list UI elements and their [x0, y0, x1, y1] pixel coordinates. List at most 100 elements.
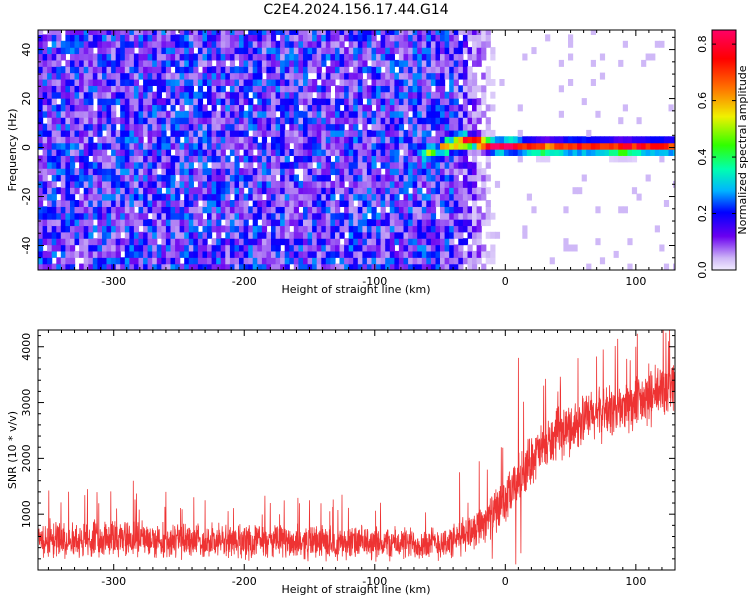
- heatmap-cell: [143, 53, 149, 61]
- heatmap-cell: [330, 53, 336, 61]
- heatmap-cell: [184, 72, 190, 80]
- heatmap-cell: [129, 161, 135, 169]
- heatmap-cell: [536, 149, 542, 156]
- heatmap-cell: [280, 136, 286, 144]
- heatmap-cell: [252, 263, 258, 270]
- heatmap-cell: [74, 85, 80, 93]
- heatmap-cell: [216, 200, 222, 207]
- heatmap-cell: [321, 231, 327, 239]
- heatmap-cell: [408, 219, 414, 227]
- heatmap-cell: [161, 257, 167, 265]
- heatmap-cell: [293, 219, 299, 227]
- heatmap-cell: [124, 85, 130, 93]
- heatmap-cell: [211, 263, 217, 270]
- heatmap-cell: [376, 225, 382, 233]
- heatmap-cell: [38, 231, 44, 239]
- heatmap-cell: [284, 244, 290, 252]
- heatmap-cell: [92, 168, 98, 176]
- heatmap-cell: [280, 129, 286, 137]
- heatmap-cell: [239, 219, 245, 227]
- heatmap-cell: [266, 117, 272, 125]
- heatmap-cell: [362, 47, 368, 55]
- heatmap-cell: [51, 212, 57, 220]
- heatmap-cell: [152, 66, 158, 74]
- heatmap-cell: [622, 40, 628, 48]
- heatmap-cell: [476, 59, 482, 67]
- heatmap-cell: [79, 155, 85, 163]
- heatmap-cell: [440, 72, 446, 80]
- heatmap-cell: [97, 244, 103, 252]
- heatmap-cell: [152, 47, 158, 55]
- heatmap-cell: [449, 219, 455, 227]
- heatmap-cell: [517, 155, 523, 163]
- heatmap-cell: [97, 30, 103, 35]
- heatmap-cell: [102, 117, 108, 125]
- heatmap-cell: [133, 238, 140, 246]
- colorbar-ticks: 0.00.20.40.60.8: [696, 35, 736, 279]
- heatmap-cell: [225, 250, 231, 258]
- heatmap-cell: [257, 187, 263, 195]
- heatmap-cell: [303, 117, 309, 125]
- heatmap-cell: [38, 91, 44, 99]
- heatmap-cell: [371, 53, 377, 61]
- heatmap-cell: [193, 193, 199, 201]
- heatmap-cell: [312, 59, 318, 67]
- heatmap-cell: [179, 117, 185, 125]
- heatmap-cell: [257, 161, 263, 169]
- heatmap-cell: [211, 34, 217, 42]
- heatmap-cell: [289, 193, 295, 201]
- heatmap-cell: [316, 187, 322, 195]
- heatmap-cell: [385, 129, 391, 137]
- heatmap-cell: [568, 142, 574, 150]
- heatmap-cell: [138, 40, 144, 48]
- heatmap-cell: [261, 117, 268, 125]
- heatmap-cell: [357, 257, 363, 265]
- heatmap-cell: [147, 174, 153, 182]
- heatmap-cell: [202, 161, 208, 169]
- heatmap-cell: [280, 40, 286, 48]
- heatmap-cell: [97, 53, 103, 61]
- heatmap-cell: [207, 200, 213, 207]
- heatmap-cell: [385, 85, 391, 93]
- heatmap-cell: [97, 155, 103, 163]
- heatmap-cell: [165, 231, 172, 239]
- heatmap-cell: [83, 206, 89, 214]
- heatmap-cell: [293, 104, 299, 112]
- heatmap-cell: [92, 72, 98, 80]
- heatmap-cell: [216, 155, 222, 163]
- heatmap-cell: [170, 250, 176, 258]
- heatmap-cell: [462, 187, 469, 195]
- heatmap-cell: [389, 206, 395, 214]
- heatmap-cell: [115, 53, 121, 61]
- heatmap-cell: [197, 174, 204, 182]
- heatmap-cell: [403, 47, 409, 55]
- heatmap-cell: [435, 193, 441, 201]
- heatmap-cell: [330, 59, 336, 67]
- heatmap-cell: [152, 225, 158, 233]
- heatmap-cell: [129, 85, 135, 93]
- heatmap-cell: [362, 123, 368, 131]
- heatmap-cell: [239, 257, 245, 265]
- heatmap-cell: [417, 238, 423, 246]
- heatmap-cell: [243, 79, 249, 86]
- heatmap-cell: [344, 66, 350, 74]
- heatmap-cell: [604, 142, 610, 150]
- heatmap-cell: [207, 123, 213, 131]
- heatmap-cell: [426, 142, 432, 150]
- heatmap-cell: [229, 187, 236, 195]
- heatmap-cell: [435, 219, 441, 227]
- heatmap-cell: [481, 263, 487, 270]
- heatmap-cell: [156, 212, 162, 220]
- heatmap-cell: [312, 155, 318, 163]
- heatmap-cell: [65, 225, 71, 233]
- heatmap-cell: [120, 200, 126, 207]
- heatmap-cell: [485, 40, 491, 48]
- heatmap-cell: [184, 110, 190, 118]
- heatmap-cell: [472, 40, 478, 48]
- heatmap-cell: [165, 91, 172, 99]
- heatmap-cell: [147, 263, 153, 270]
- heatmap-cell: [325, 104, 331, 112]
- heatmap-cell: [65, 155, 71, 163]
- heatmap-cell: [371, 66, 377, 74]
- heatmap-cell: [170, 155, 176, 163]
